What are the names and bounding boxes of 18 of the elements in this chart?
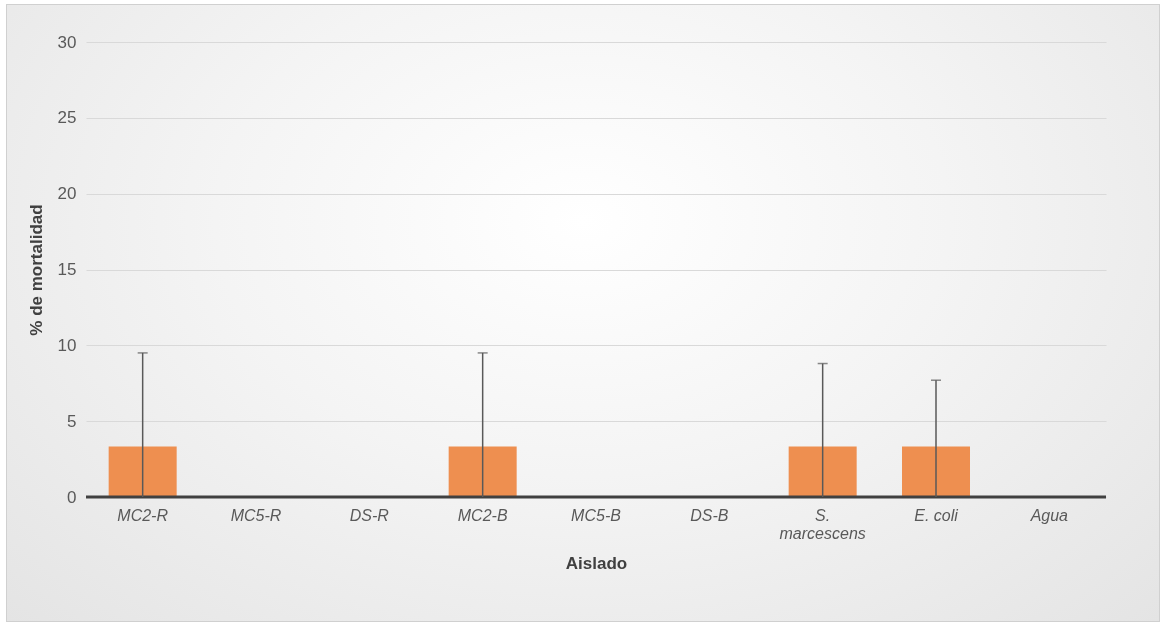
y-tick-label: 5 — [67, 411, 77, 431]
y-tick-label: 20 — [57, 184, 77, 204]
y-tick-label: 25 — [57, 108, 77, 128]
x-tick-label: MC5-R — [230, 506, 282, 524]
x-tick-label: MC2-B — [457, 506, 508, 524]
x-tick-label: Agua — [1029, 506, 1069, 524]
y-tick-label: 10 — [57, 335, 77, 355]
x-tick-label: MC5-B — [571, 506, 622, 524]
y-tick-label: 0 — [67, 487, 77, 507]
x-tick-label: E. coli — [914, 506, 959, 524]
x-axis-title: Aislado — [565, 553, 628, 573]
x-tick-label: DS-B — [690, 506, 729, 524]
y-axis-title: % de mortalidad — [26, 204, 46, 336]
x-tick-label: MC2-R — [117, 506, 169, 524]
x-tick-label: S. marcescens — [779, 506, 866, 542]
y-tick-label: 15 — [57, 260, 77, 279]
x-tick-label: DS-R — [349, 506, 390, 524]
y-tick-label: 30 — [57, 32, 77, 52]
